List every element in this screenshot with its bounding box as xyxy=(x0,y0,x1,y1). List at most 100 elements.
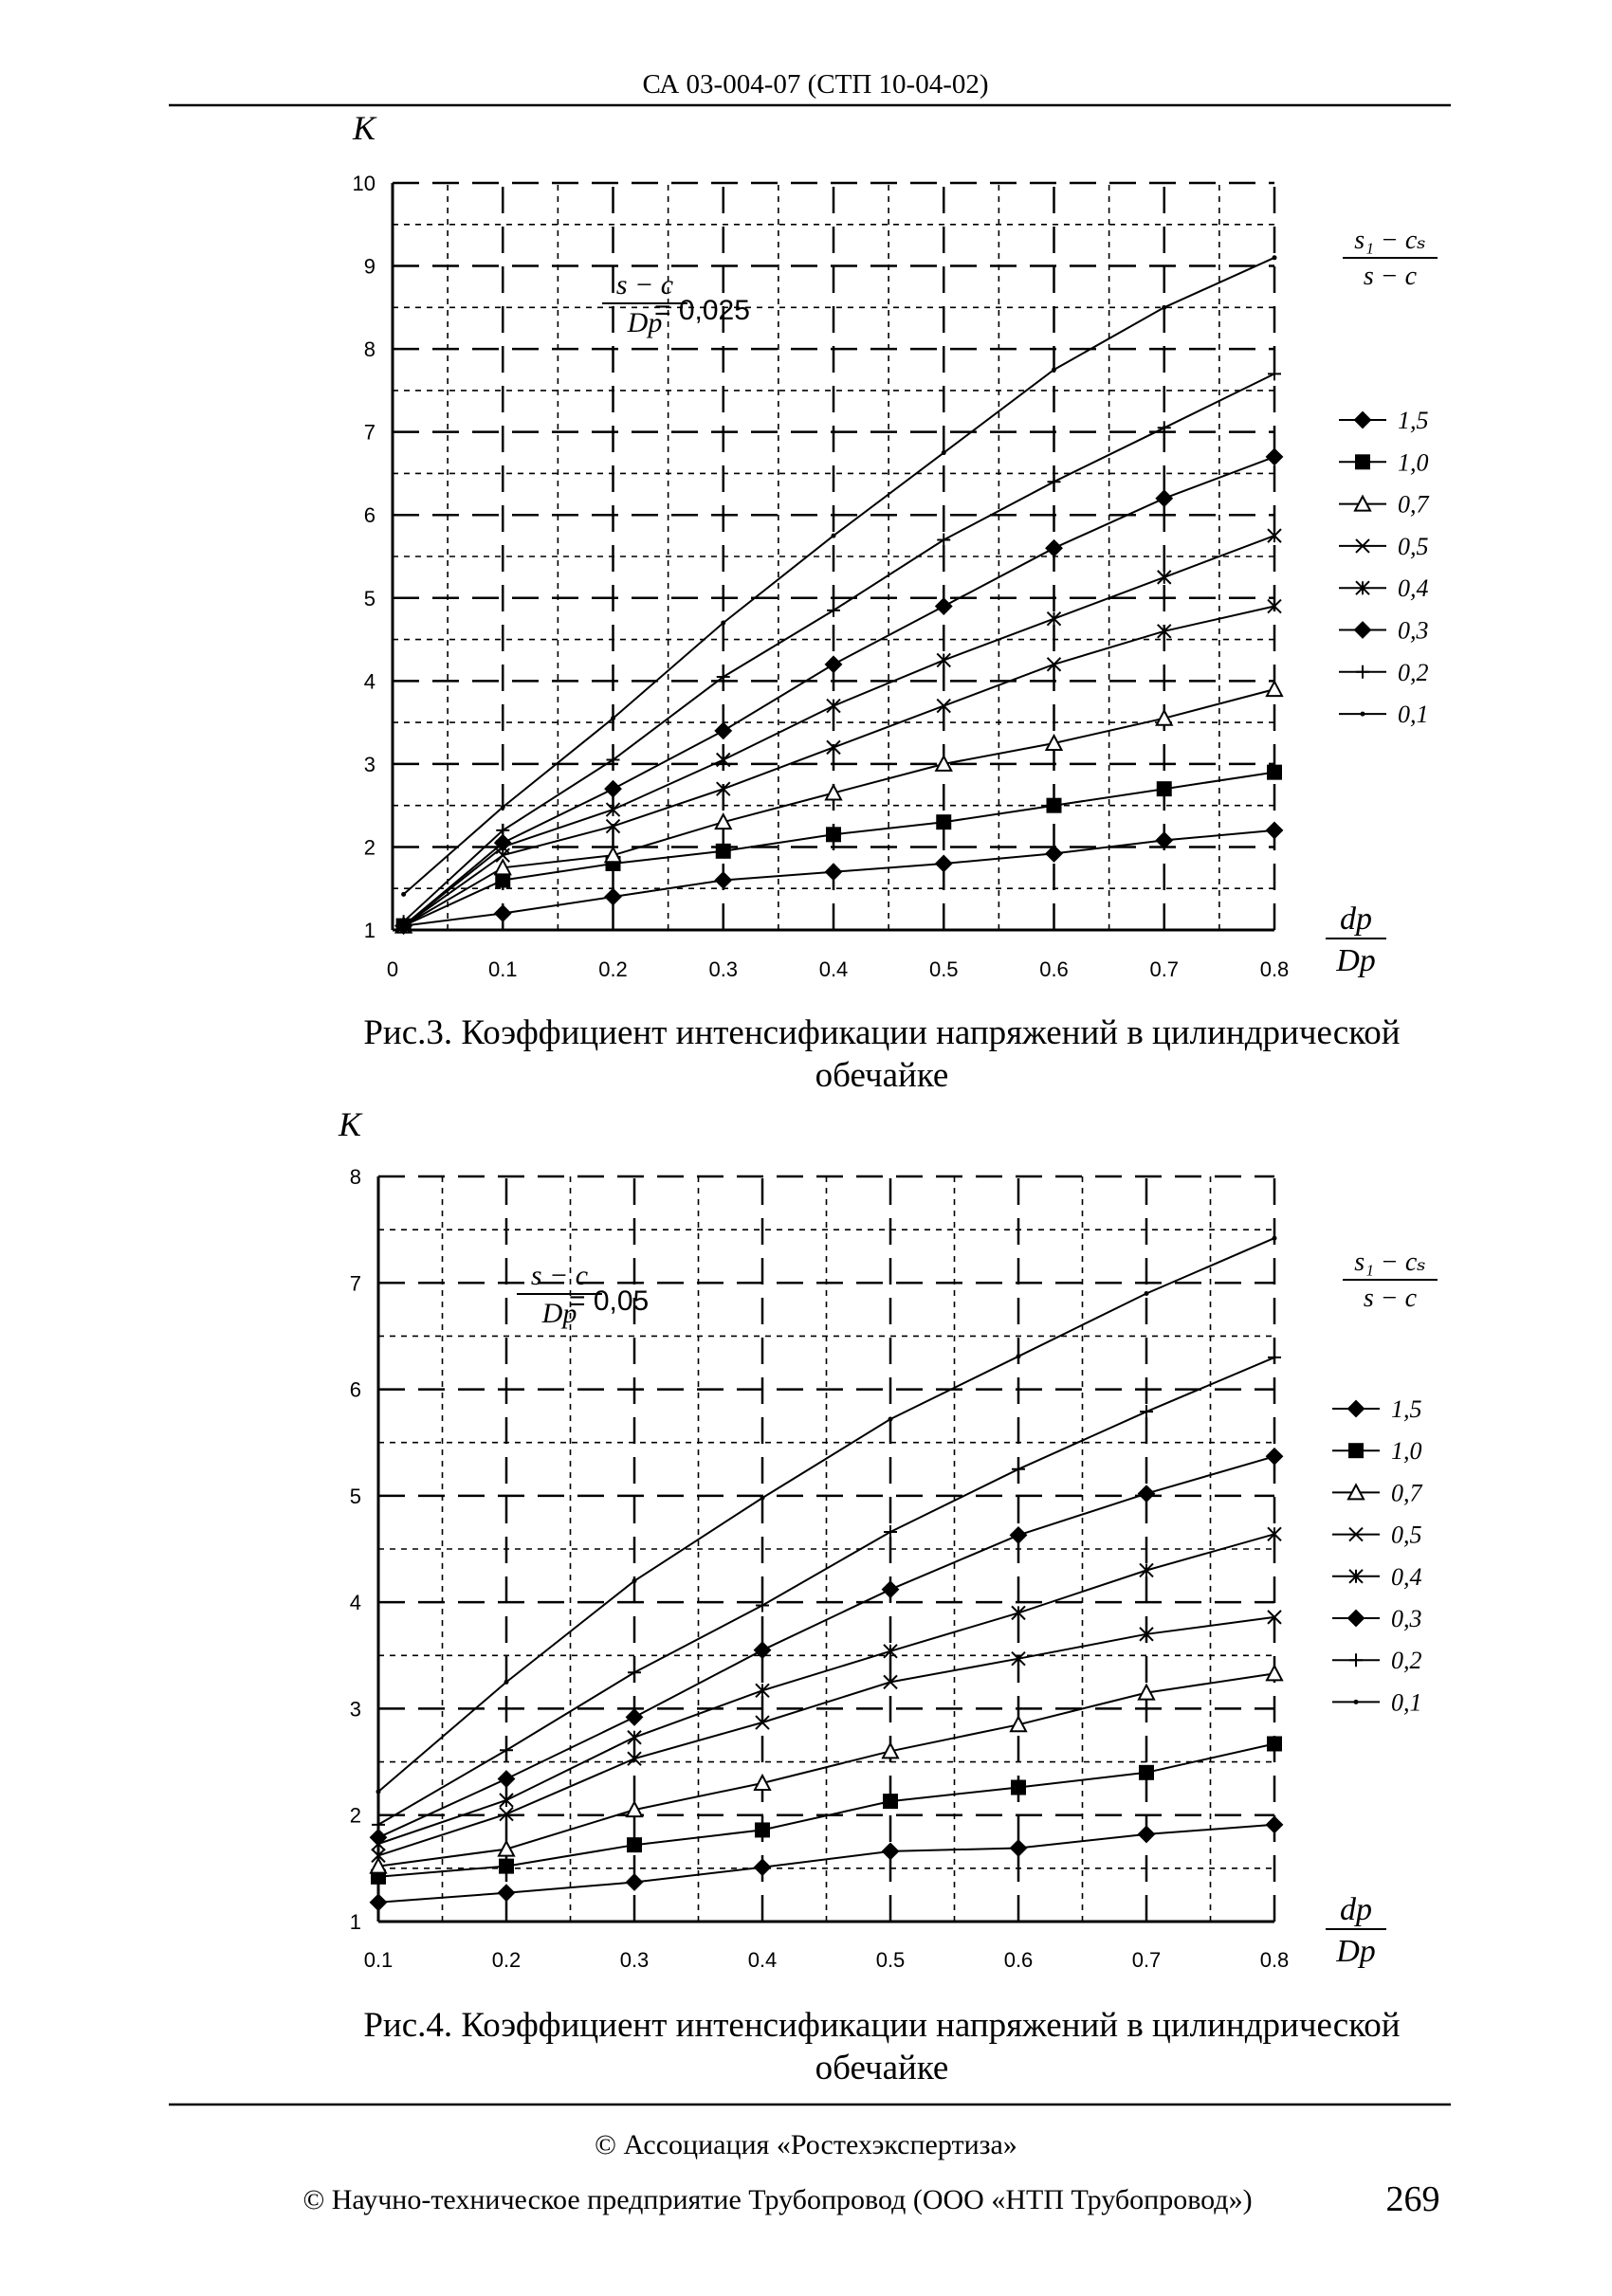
data-point xyxy=(371,1848,386,1864)
data-point xyxy=(1272,1235,1277,1241)
data-point xyxy=(1044,733,1064,751)
legend-marker xyxy=(1356,665,1369,679)
series-1-0 xyxy=(371,1736,1282,1885)
x-tick-label: 0.4 xyxy=(748,1948,778,1972)
legend-title-denominator: s − c xyxy=(1364,262,1418,291)
data-point xyxy=(369,1828,388,1847)
series-0-7 xyxy=(394,679,1284,934)
data-point xyxy=(1265,1815,1284,1834)
x-axis-label-numerator: dр xyxy=(1340,1892,1372,1927)
x-axis-label-denominator: Dр xyxy=(1335,943,1376,978)
x-tick-label: 0.3 xyxy=(620,1948,650,1972)
legend-label: 0,7 xyxy=(1398,491,1430,519)
series-0-2 xyxy=(372,1350,1281,1831)
data-point xyxy=(495,872,511,888)
legend-marker xyxy=(1353,621,1372,639)
data-point xyxy=(500,804,505,810)
data-point xyxy=(627,1730,642,1745)
data-point xyxy=(1140,1405,1153,1419)
data-point xyxy=(604,779,622,798)
data-point xyxy=(936,698,951,714)
legend-item: 0,1 xyxy=(1332,1688,1422,1716)
legend-item: 0,7 xyxy=(1339,491,1430,519)
x-tick-label: 0.8 xyxy=(1260,957,1290,981)
series-line xyxy=(403,605,1275,927)
data-point xyxy=(1137,1485,1156,1503)
y-tick-label: 1 xyxy=(364,919,376,942)
data-point xyxy=(369,1856,388,1874)
data-point xyxy=(1011,1779,1026,1795)
legend-label: 0,7 xyxy=(1391,1479,1423,1506)
data-point xyxy=(753,1773,772,1792)
series-line xyxy=(377,1356,1275,1826)
data-point xyxy=(493,858,512,876)
data-point xyxy=(760,1495,765,1501)
data-point xyxy=(714,721,733,740)
y-tick-label: 2 xyxy=(350,1804,361,1828)
data-point xyxy=(1046,610,1062,627)
legend-item: 1,5 xyxy=(1332,1395,1422,1423)
data-point xyxy=(1272,255,1277,261)
data-point xyxy=(627,1837,642,1853)
y-tick-label: 10 xyxy=(353,172,376,195)
data-point xyxy=(605,818,621,834)
footer-line2: © Научно-техническое предприятие Трубопр… xyxy=(302,2184,1252,2215)
series-1-5 xyxy=(369,1815,1284,1912)
legend-marker xyxy=(1353,1699,1359,1704)
legend-label: 0,3 xyxy=(1391,1605,1422,1632)
series-0-2 xyxy=(396,367,1281,929)
data-point xyxy=(628,1666,641,1680)
data-point xyxy=(1137,1825,1156,1844)
series-line xyxy=(377,1823,1275,1904)
y-tick-label: 3 xyxy=(350,1697,361,1721)
data-point xyxy=(604,887,622,906)
series-line xyxy=(377,1672,1275,1868)
data-point xyxy=(1267,528,1282,543)
x-tick-label: 0.3 xyxy=(708,957,738,981)
data-point xyxy=(1267,1526,1282,1541)
data-point xyxy=(824,863,843,882)
x-tick-label: 0.1 xyxy=(364,1948,394,1972)
data-point xyxy=(1157,421,1171,435)
data-point xyxy=(824,655,843,674)
legend-marker xyxy=(1346,1609,1365,1628)
data-point xyxy=(934,597,953,615)
y-tick-label: 8 xyxy=(364,337,376,361)
data-point xyxy=(753,1858,772,1877)
data-point xyxy=(625,1799,644,1818)
data-point xyxy=(499,1806,514,1822)
data-point xyxy=(714,812,733,830)
data-point xyxy=(1265,679,1284,698)
x-tick-label: 0.5 xyxy=(876,1948,906,1972)
data-point xyxy=(1144,1291,1149,1297)
y-tick-label: 9 xyxy=(364,255,376,279)
data-point xyxy=(504,1679,509,1685)
chart-fig4: 0.1 0.2 0.3 0.4 0.5 0.6 0.7 0.8 1 2 3 4 5 6 7 8 Kdр Dр s −… xyxy=(338,1105,1438,1972)
legend-marker xyxy=(1346,1399,1365,1418)
data-point xyxy=(1011,1605,1026,1621)
page-number: 269 xyxy=(1386,2179,1440,2219)
data-point xyxy=(500,1743,513,1758)
data-point xyxy=(755,1715,770,1730)
data-point xyxy=(1265,1664,1284,1682)
data-point xyxy=(714,871,733,889)
data-point xyxy=(605,802,621,817)
legend-item: 0,3 xyxy=(1332,1605,1422,1632)
data-point xyxy=(1156,781,1172,797)
data-point xyxy=(1011,1650,1026,1667)
data-point xyxy=(716,669,730,683)
x-tick-label: 0.6 xyxy=(1004,1948,1034,1972)
series-line xyxy=(377,1533,1275,1845)
legend-marker xyxy=(1355,538,1370,554)
data-point xyxy=(603,846,623,864)
data-point xyxy=(497,1884,516,1903)
data-point xyxy=(1157,570,1172,585)
data-point xyxy=(499,1793,514,1808)
x-tick-label: 0.4 xyxy=(819,957,849,981)
data-point xyxy=(1139,1562,1154,1578)
legend-label: 1,5 xyxy=(1398,407,1429,434)
legend-label: 0,3 xyxy=(1398,617,1429,645)
x-tick-label: 0.5 xyxy=(929,957,959,981)
legend-label: 0,2 xyxy=(1398,659,1429,686)
x-tick-label: 0.8 xyxy=(1260,1948,1290,1972)
